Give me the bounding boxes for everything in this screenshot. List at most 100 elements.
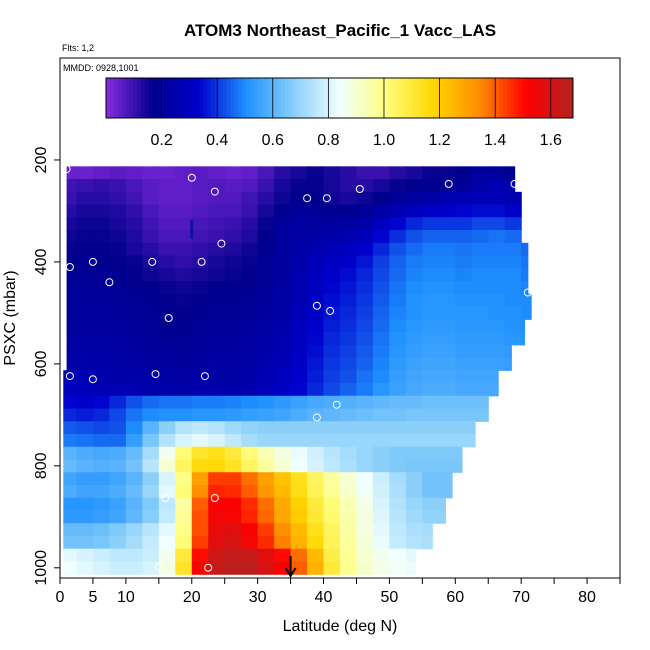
heatmap-cell (208, 459, 226, 473)
heatmap-cell (422, 535, 433, 550)
heatmap-cell (389, 191, 407, 206)
heatmap-cell (92, 446, 111, 461)
heatmap-cell (158, 230, 176, 244)
heatmap-cell (208, 523, 226, 537)
heatmap-cell (340, 268, 358, 282)
heatmap-cell (175, 523, 193, 537)
colorbar-segment (569, 78, 574, 118)
heatmap-cell (455, 179, 473, 193)
heatmap-cell (142, 293, 160, 308)
heatmap-cell (158, 510, 176, 524)
heatmap-cell (488, 332, 506, 346)
heatmap-cell (455, 268, 473, 282)
heatmap-cell (92, 395, 111, 410)
heatmap-cell (422, 472, 440, 486)
heatmap-cell (208, 344, 226, 359)
heatmap-cell (63, 383, 78, 397)
heatmap-cell (340, 191, 358, 206)
heatmap-cell (76, 319, 94, 333)
heatmap-cell (471, 421, 476, 435)
colorbar-segment (530, 78, 535, 118)
heatmap-cell (290, 370, 308, 384)
heatmap-cell (455, 281, 473, 295)
heatmap-cell (340, 523, 358, 537)
heatmap-cell (290, 191, 308, 206)
heatmap-cell (175, 421, 193, 435)
heatmap-cell (208, 268, 226, 282)
heatmap-cell (405, 293, 423, 308)
heatmap-cell (92, 306, 111, 320)
heatmap-cell (504, 293, 522, 308)
heatmap-cell (142, 561, 160, 575)
heatmap-cell (76, 395, 94, 410)
heatmap-cell (125, 204, 143, 218)
colorbar-segment (238, 78, 243, 118)
heatmap-cell (109, 535, 127, 550)
heatmap-cell (257, 166, 275, 180)
heatmap-cell (405, 421, 423, 435)
heatmap-cell (389, 523, 407, 537)
heatmap-cell (224, 484, 242, 499)
sample-marker (210, 494, 219, 502)
heatmap-cell (340, 421, 358, 435)
heatmap-cell (142, 459, 160, 473)
heatmap-cell (290, 230, 308, 244)
heatmap-cell (471, 293, 489, 308)
heatmap-cell (422, 510, 440, 524)
heatmap-cell (504, 268, 522, 282)
heatmap-cell (76, 561, 94, 575)
heatmap-cell (290, 357, 308, 371)
heatmap-cell (307, 510, 325, 524)
heatmap-cell (109, 319, 127, 333)
heatmap-cell (340, 383, 358, 397)
heatmap-cell (356, 383, 374, 397)
heatmap-cell (191, 370, 209, 384)
heatmap-cell (158, 484, 176, 499)
colorbar-tick-label: 1.4 (484, 132, 506, 149)
heatmap-cell (356, 497, 374, 512)
heatmap-cell (422, 383, 440, 397)
heatmap-cell (191, 217, 209, 231)
heatmap-cell (504, 166, 516, 180)
sample-marker (161, 494, 170, 502)
colorbar-segment (499, 78, 504, 118)
heatmap-cell (66, 242, 78, 257)
colorbar-segment (502, 78, 508, 118)
heatmap-cell (76, 281, 94, 295)
heatmap-cell (340, 459, 358, 473)
x-tick-label: 40 (315, 589, 333, 606)
heatmap-cell (175, 191, 193, 206)
heatmap-cell (438, 472, 453, 486)
heatmap-cell (488, 357, 506, 371)
heatmap-cell (125, 217, 143, 231)
heatmap-cell (208, 357, 226, 371)
heatmap-cell (340, 255, 358, 269)
heatmap-cell (66, 255, 78, 269)
heatmap-cell (405, 561, 417, 575)
heatmap-cell (109, 510, 127, 524)
heatmap-cell (208, 204, 226, 218)
heatmap-cell (175, 433, 193, 448)
heatmap-cell (455, 230, 473, 244)
heatmap-cell (142, 497, 160, 512)
heatmap-cell (208, 242, 226, 257)
heatmap-cell (158, 421, 176, 435)
heatmap-cell (422, 255, 440, 269)
sample-marker (210, 187, 219, 196)
heatmap-cell (389, 217, 407, 231)
heatmap-cell (274, 433, 292, 448)
heatmap-cell (471, 395, 489, 410)
heatmap-cell (405, 523, 423, 537)
heatmap-cell (389, 344, 407, 359)
heatmap-cell (109, 433, 127, 448)
heatmap-cell (175, 217, 193, 231)
date-label: MMDD: 0928,1001 (63, 63, 139, 73)
heatmap-cell (76, 510, 94, 524)
chart-title: ATOM3 Northeast_Pacific_1 Vacc_LAS (184, 21, 496, 40)
heatmap-cell (307, 459, 325, 473)
heatmap-cell (241, 357, 259, 371)
colorbar-segment (397, 78, 403, 118)
heatmap-cell (241, 459, 259, 473)
heatmap-cell (356, 179, 374, 193)
heatmap-cell (389, 548, 407, 563)
